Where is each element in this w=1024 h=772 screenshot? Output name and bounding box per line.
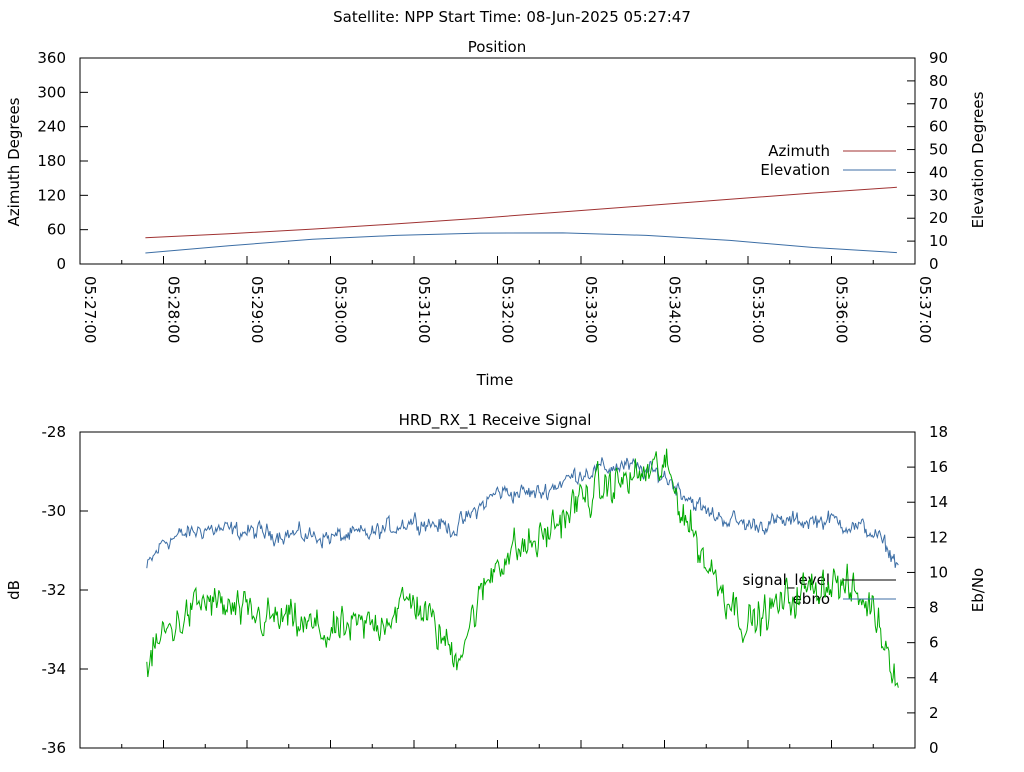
signal-y-tick-label: -34 bbox=[42, 660, 67, 678]
position-y-tick-label: 300 bbox=[37, 83, 66, 101]
position-y2-tick-label: 40 bbox=[929, 163, 948, 181]
position-x-tick-label: 05:27:00 bbox=[81, 276, 99, 343]
signal-y-tick-label: -30 bbox=[42, 502, 67, 520]
position-x-tick-label: 05:37:00 bbox=[916, 276, 934, 343]
series-line-ebno bbox=[146, 457, 899, 569]
signal-y2-tick-label: 0 bbox=[929, 739, 939, 757]
signal-plot-frame bbox=[79, 431, 916, 749]
signal-y2-tick-label: 18 bbox=[929, 423, 948, 441]
signal-chart-title: HRD_RX_1 Receive Signal bbox=[399, 411, 592, 430]
signal-y2-tick-label: 14 bbox=[929, 493, 948, 511]
position-x-tick-label: 05:35:00 bbox=[749, 276, 767, 343]
position-y2label: Elevation Degrees bbox=[969, 91, 987, 228]
legend-label-ebno: ebno bbox=[793, 590, 830, 608]
position-x-tick-label: 05:36:00 bbox=[833, 276, 851, 343]
position-y2-tick-label: 60 bbox=[929, 118, 948, 136]
signal-y-tick-label: -28 bbox=[42, 423, 67, 441]
signal-y-tick-label: -36 bbox=[42, 739, 67, 757]
position-x-tick-label: 05:32:00 bbox=[499, 276, 517, 343]
position-y2-tick-label: 0 bbox=[929, 255, 939, 273]
position-y-tick-label: 60 bbox=[47, 221, 66, 239]
position-y-tick-label: 0 bbox=[56, 255, 66, 273]
position-y2-tick-label: 50 bbox=[929, 141, 948, 159]
position-xlabel: Time bbox=[476, 371, 514, 389]
signal-y-tick-label: -32 bbox=[42, 581, 67, 599]
position-y-tick-label: 180 bbox=[37, 152, 66, 170]
position-x-tick-label: 05:31:00 bbox=[415, 276, 433, 343]
position-y2-tick-label: 80 bbox=[929, 72, 948, 90]
signal-y2-tick-label: 12 bbox=[929, 528, 948, 546]
position-x-tick-label: 05:30:00 bbox=[332, 276, 350, 343]
page-title: Satellite: NPP Start Time: 08-Jun-2025 0… bbox=[333, 8, 691, 26]
position-y-tick-label: 360 bbox=[37, 49, 66, 67]
position-chart-title: Position bbox=[468, 38, 526, 56]
position-y2-tick-label: 90 bbox=[929, 49, 948, 67]
signal-y2-tick-label: 16 bbox=[929, 458, 948, 476]
position-x-tick-label: 05:34:00 bbox=[666, 276, 684, 343]
signal-y2label: Eb/No bbox=[969, 568, 987, 612]
position-x-tick-label: 05:29:00 bbox=[248, 276, 266, 343]
signal-y2-tick-label: 4 bbox=[929, 669, 939, 687]
series-line-green bbox=[146, 448, 899, 688]
position-y2-tick-label: 10 bbox=[929, 232, 948, 250]
legend-label-azimuth: Azimuth bbox=[768, 142, 830, 160]
legend-label-elevation: Elevation bbox=[760, 161, 830, 179]
signal-y2-tick-label: 10 bbox=[929, 563, 948, 581]
position-x-tick-label: 05:33:00 bbox=[582, 276, 600, 343]
position-y2-tick-label: 30 bbox=[929, 186, 948, 204]
position-ylabel: Azimuth Degrees bbox=[5, 97, 23, 226]
signal-y2-tick-label: 6 bbox=[929, 634, 939, 652]
series-line-elevation bbox=[145, 232, 897, 254]
position-y-tick-label: 120 bbox=[37, 186, 66, 204]
series-line-azimuth bbox=[145, 186, 897, 239]
position-y2-tick-label: 20 bbox=[929, 209, 948, 227]
signal-y2-tick-label: 2 bbox=[929, 704, 939, 722]
signal-y2-tick-label: 8 bbox=[929, 599, 939, 617]
position-y-tick-label: 240 bbox=[37, 118, 66, 136]
position-x-tick-label: 05:28:00 bbox=[165, 276, 183, 343]
position-y2-tick-label: 70 bbox=[929, 95, 948, 113]
signal-ylabel: dB bbox=[5, 580, 23, 600]
